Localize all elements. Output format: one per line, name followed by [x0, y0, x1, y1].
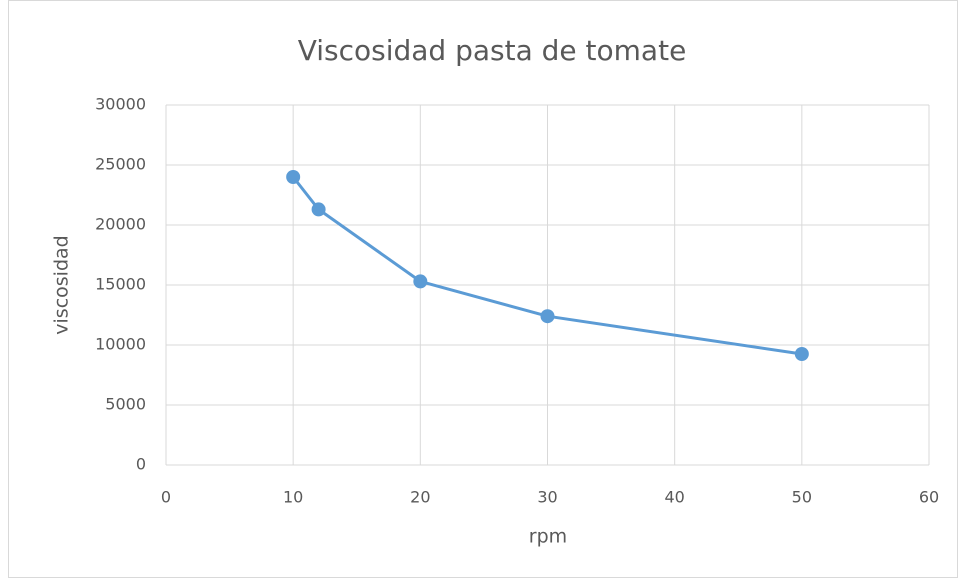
x-tick-label: 0 — [161, 488, 171, 507]
x-tick-label: 30 — [537, 488, 557, 507]
y-tick-label: 10000 — [95, 335, 146, 354]
y-tick-label: 30000 — [95, 95, 146, 114]
y-tick-label: 0 — [136, 455, 146, 474]
x-tick-label: 40 — [664, 488, 684, 507]
x-tick-label: 20 — [410, 488, 430, 507]
y-axis-label: viscosidad — [51, 235, 73, 334]
x-tick-label: 10 — [283, 488, 303, 507]
x-tick-label: 50 — [792, 488, 812, 507]
data-point — [311, 202, 326, 217]
data-point — [413, 274, 428, 289]
y-tick-label: 20000 — [95, 215, 146, 234]
chart-title: Viscosidad pasta de tomate — [298, 34, 687, 67]
y-tick-label: 5000 — [105, 395, 146, 414]
data-point — [794, 347, 809, 361]
x-tick-label: 60 — [919, 488, 939, 507]
data-point — [286, 170, 301, 184]
data-point — [540, 309, 555, 324]
y-tick-label: 25000 — [95, 155, 146, 174]
chart-frame — [8, 0, 958, 578]
y-tick-label: 15000 — [95, 275, 146, 294]
x-axis-label: rpm — [529, 526, 567, 548]
